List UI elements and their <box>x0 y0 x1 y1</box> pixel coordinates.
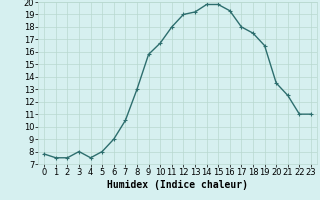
X-axis label: Humidex (Indice chaleur): Humidex (Indice chaleur) <box>107 180 248 190</box>
